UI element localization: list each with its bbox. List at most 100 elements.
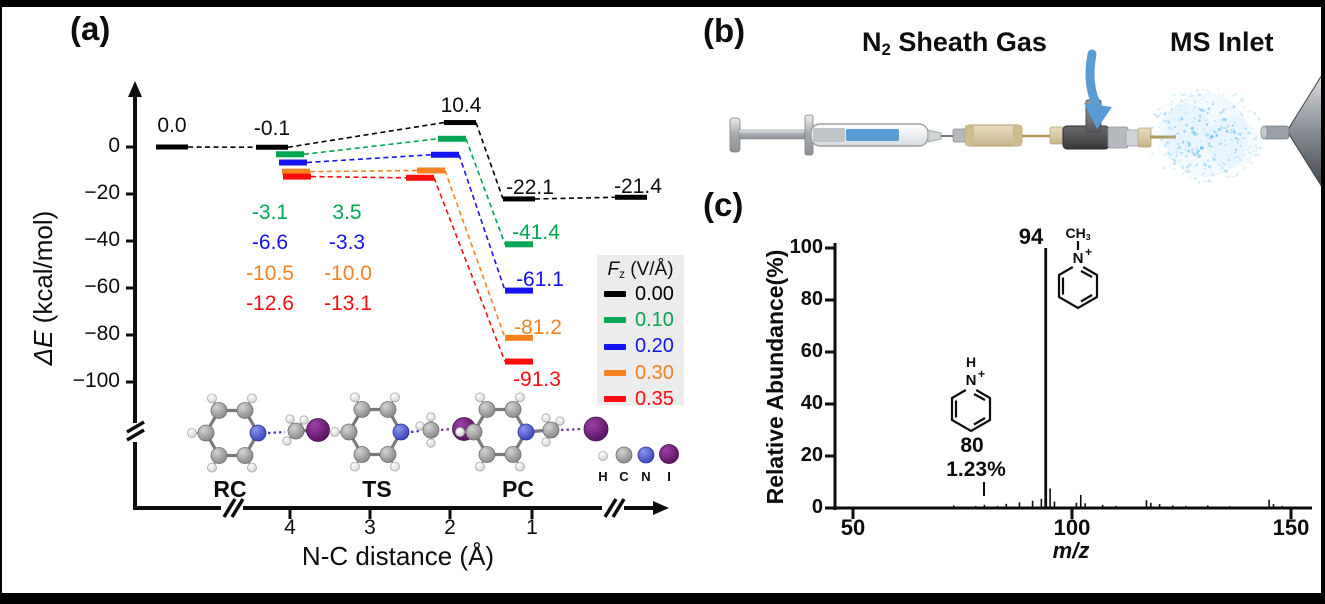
legend-entry: 0.10	[597, 307, 684, 333]
ts-molecule	[330, 392, 476, 472]
energy-label-pc: -41.4	[512, 221, 560, 244]
atom-legend-spheres	[598, 444, 679, 464]
level-connector	[465, 138, 506, 245]
y-axis-break-icon	[126, 420, 145, 442]
emitter-nut	[1137, 127, 1152, 148]
level-bar-0.10-ts	[438, 135, 466, 142]
mass-spectrum-peaks	[952, 248, 1284, 507]
ms-inlet-tip-end	[1260, 125, 1268, 140]
sheath-gas-arrow-icon	[1085, 49, 1103, 113]
energy-label-rc: -0.1	[253, 117, 291, 140]
sheath-gas-label: N2 Sheath Gas	[862, 27, 1047, 60]
n-atom-icon	[637, 446, 655, 464]
plus-charge-label: +	[1085, 245, 1093, 259]
ms-inlet-cone	[1286, 73, 1323, 189]
energy-label-rc: -3.1	[251, 201, 289, 224]
level-bar-0.00-ts	[444, 120, 476, 126]
energy-label-pc: -22.1	[506, 176, 554, 199]
level-connector	[433, 177, 506, 362]
pyridinium-structure	[950, 389, 992, 433]
legend-label: 0.35	[635, 387, 674, 410]
ms-inlet-label: MS Inlet	[1170, 27, 1274, 57]
y-tick-label: −20	[84, 181, 120, 204]
y-tick-label: −80	[84, 322, 120, 345]
frame-border-right	[1321, 0, 1325, 604]
n-plus-label: N	[1072, 250, 1084, 267]
energy-label-pc: -61.1	[516, 268, 564, 291]
n-plus-label: N	[965, 372, 977, 389]
union-cap	[1013, 125, 1022, 146]
legend-entry: 0.20	[597, 334, 684, 360]
syringe-tip	[927, 129, 942, 143]
emitter-fitting	[1107, 126, 1129, 149]
legend-entry: 0.35	[597, 386, 684, 412]
legend-label: 0.10	[635, 308, 674, 331]
spray-plume	[1150, 88, 1266, 185]
y-tick-label: −100	[72, 369, 120, 392]
panel-c-label: (c)	[703, 186, 744, 223]
field-legend-title: Fz (V/Å)	[607, 259, 674, 281]
pc-molecule	[455, 392, 609, 472]
y-tick-label: 0	[108, 134, 120, 157]
y-axis-title-a: ΔE (kcal/mol)	[28, 210, 58, 366]
x-tick-label: 100	[1053, 515, 1091, 540]
level-bar-0.30-rc	[282, 168, 310, 175]
energy-label-ts: 3.5	[332, 201, 362, 224]
level-connector	[303, 137, 439, 156]
atom-label-n: N	[641, 469, 651, 484]
y-tick-label: 80	[800, 288, 823, 310]
level-connector	[458, 154, 506, 291]
energy-label-pc: -91.3	[513, 368, 561, 391]
level-bar-0.00-pc	[503, 196, 535, 202]
atom-label-c: C	[619, 469, 629, 484]
level-connector	[306, 153, 432, 164]
x-tick-label: 2	[444, 516, 456, 539]
field-legend: Fz (V/Å) 0.00 0.10 0.20 0.30 0.35	[597, 255, 684, 410]
legend-label: 0.20	[635, 335, 674, 358]
energy-label-ts: -3.3	[328, 231, 366, 254]
x-tick-label: 3	[364, 516, 376, 539]
legend-entry: 0.30	[597, 360, 684, 386]
legend-label: 0.30	[635, 361, 674, 384]
level-bar-0.35-pc	[505, 358, 533, 365]
level-bar-0.10-rc	[276, 151, 304, 158]
legend-marker	[604, 370, 626, 377]
y-tick-label: 0	[811, 496, 823, 518]
minor-peak-percent: 1.23%	[946, 458, 1006, 481]
level-connector	[534, 196, 616, 200]
x-tick-label: 50	[840, 515, 866, 540]
legend-marker	[604, 396, 626, 403]
panel-b-label: (b)	[703, 12, 746, 49]
energy-label-pc: -81.2	[514, 316, 562, 339]
y-axis-title-c: Relative Abundance(%)	[762, 249, 788, 505]
level-connector	[444, 170, 506, 339]
y-tick-label: −60	[84, 275, 120, 298]
i-atom-icon	[659, 444, 679, 464]
energy-label-rc: -6.6	[251, 231, 289, 254]
legend-marker	[604, 343, 626, 350]
sheath-gas-arrowhead-icon	[1084, 103, 1112, 129]
ch3-label: CH3	[1065, 225, 1091, 243]
ferrule	[952, 128, 967, 143]
stage-label-rc: RC	[213, 476, 247, 502]
y-tick-label: 20	[800, 444, 823, 466]
level-connector	[310, 175, 407, 179]
energy-label-ts: -13.1	[324, 292, 372, 315]
level-bar-0.00-rc	[256, 144, 288, 150]
level-bar-0.30-ts	[417, 167, 445, 174]
level-connector	[287, 121, 445, 149]
legend-marker	[604, 317, 626, 324]
methylpyridinium-structure	[1057, 241, 1099, 310]
x-axis-break-icon	[221, 498, 245, 518]
frame-border-top	[0, 0, 1325, 7]
union-cap	[965, 125, 974, 146]
syringe-seal	[813, 128, 845, 142]
minor-peak-label: 80	[960, 434, 984, 457]
panel-a-axes	[126, 81, 669, 519]
y-tick-label: 100	[789, 236, 823, 258]
panel-c-axes	[825, 243, 1312, 519]
syringe-plunger-cap	[729, 117, 741, 153]
level-bar-0.00-sepp	[615, 194, 647, 200]
